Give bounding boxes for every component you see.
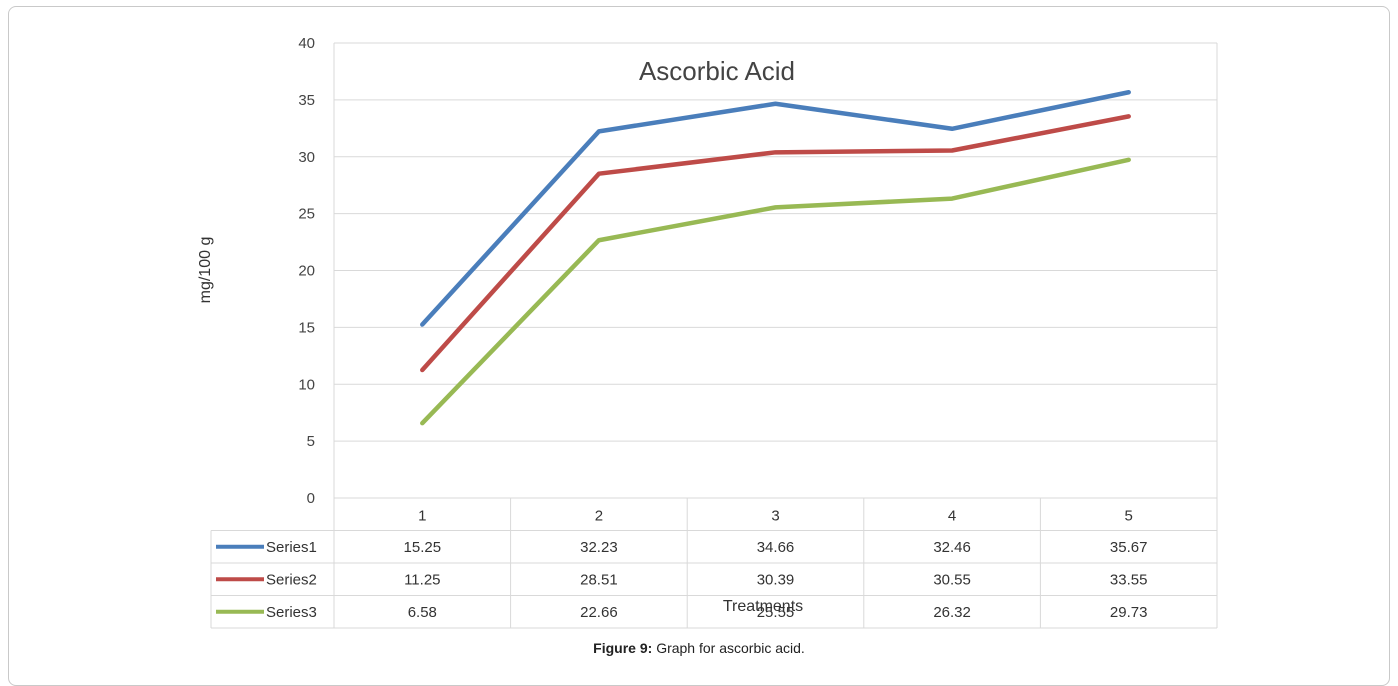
- x-axis-label: Treatments: [723, 598, 803, 615]
- data-table-cell: 32.46: [933, 539, 971, 556]
- series-line: [420, 157, 1131, 426]
- y-tick-label: 15: [298, 319, 315, 336]
- data-table-cell: 35.67: [1110, 539, 1148, 556]
- figure-frame: [8, 6, 1390, 686]
- y-tick-label: 30: [298, 149, 315, 166]
- chart-title: Ascorbic Acid: [639, 56, 795, 86]
- x-tick-label: 2: [595, 507, 603, 524]
- gridlines: [334, 42, 1217, 499]
- caption-label: Figure 9:: [593, 640, 653, 656]
- data-table-cell: 6.58: [408, 604, 437, 621]
- y-tick-label: 40: [298, 35, 315, 52]
- data-table-cell: 26.32: [933, 604, 971, 621]
- x-tick-label: 1: [418, 507, 426, 524]
- x-tick-label: 3: [771, 507, 779, 524]
- x-tick-label: 5: [1125, 507, 1133, 524]
- y-tick-label: 5: [307, 433, 315, 450]
- data-table-cell: 15.25: [404, 539, 442, 556]
- data-table-cell: 11.25: [404, 571, 440, 588]
- caption-text: Graph for ascorbic acid.: [656, 640, 805, 656]
- data-table-cell: 32.23: [580, 539, 618, 556]
- series-lines: [420, 90, 1131, 426]
- y-tick-label: 35: [298, 92, 315, 109]
- figure-caption: Figure 9: Graph for ascorbic acid.: [0, 640, 1398, 656]
- y-axis-label: mg/100 g: [197, 237, 214, 304]
- legend-label: Series1: [266, 539, 317, 556]
- data-table-cell: 34.66: [757, 539, 795, 556]
- y-tick-label: 20: [298, 263, 315, 280]
- y-tick-label: 10: [298, 376, 315, 393]
- data-table-cell: 29.73: [1110, 604, 1148, 621]
- x-tick-label: 4: [948, 507, 956, 524]
- data-table-cell: 30.55: [933, 571, 971, 588]
- series-line: [420, 90, 1131, 327]
- y-tick-label: 0: [307, 490, 315, 507]
- y-tick-label: 25: [298, 206, 315, 223]
- y-axis-ticks: 0 5 10 15 20 25 30 35 40: [298, 35, 315, 507]
- data-table-cell: 25.55: [757, 604, 795, 621]
- data-table-cell: 28.51: [580, 571, 618, 588]
- data-table-cell: 30.39: [757, 571, 795, 588]
- legend-label: Series2: [266, 571, 317, 588]
- data-table-cell: 33.55: [1110, 571, 1148, 588]
- line-chart: 0 5 10 15 20 25 30 35 40 1 2 3 4 5 Series1 15.25 32.23 3…: [197, 35, 1218, 629]
- data-table-cell: 22.66: [580, 604, 618, 621]
- series-line: [420, 114, 1131, 373]
- data-table: 1 2 3 4 5 Series1 15.25 32.23 34.66 32.46 35.67 Ser…: [210, 43, 1218, 629]
- legend-label: Series3: [266, 604, 317, 621]
